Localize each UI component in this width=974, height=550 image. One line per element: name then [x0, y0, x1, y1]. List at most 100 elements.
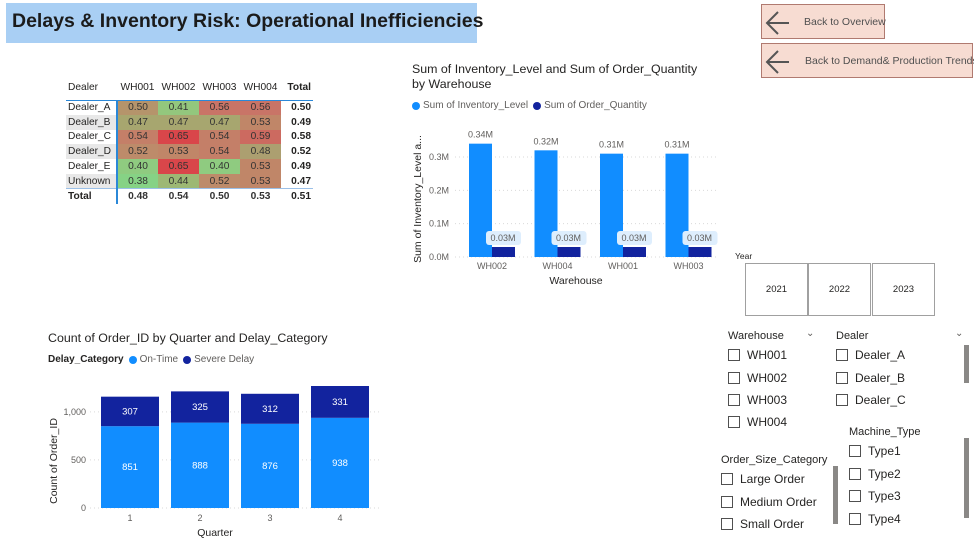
matrix-row-total[interactable]: 0.58: [291, 131, 311, 143]
matrix-cell[interactable]: 0.44: [158, 173, 199, 189]
order-size-option-large[interactable]: Large Order: [721, 472, 805, 486]
on-time-bar[interactable]: [171, 422, 229, 508]
back-to-overview-button[interactable]: Back to Overview: [761, 4, 886, 39]
matrix-total-cell[interactable]: 0.50: [199, 188, 240, 204]
matrix-cell[interactable]: 0.56: [199, 99, 240, 115]
severe-delay-bar[interactable]: [241, 393, 299, 424]
order-size-scrollbar[interactable]: [833, 466, 838, 524]
checkbox[interactable]: [721, 496, 733, 508]
machine-type-option-4[interactable]: Type4: [849, 512, 901, 526]
inventory-bar[interactable]: [665, 153, 689, 257]
severe-delay-bar[interactable]: [171, 391, 229, 423]
checkbox[interactable]: [849, 468, 861, 480]
matrix-cell[interactable]: 0.47: [116, 114, 158, 130]
checkbox[interactable]: [728, 394, 740, 406]
matrix-grand-total[interactable]: 0.51: [281, 188, 313, 204]
matrix-header-wh004[interactable]: WH004: [243, 82, 278, 93]
matrix-header-wh003[interactable]: WH003: [202, 82, 237, 93]
on-time-bar[interactable]: [101, 426, 159, 508]
matrix-cell[interactable]: 0.65: [158, 129, 199, 145]
warehouse-option-wh001[interactable]: WH001: [728, 348, 787, 362]
dealer-scrollbar[interactable]: [964, 345, 969, 383]
on-time-bar[interactable]: [241, 423, 299, 508]
matrix-cell[interactable]: 0.54: [199, 144, 240, 160]
matrix-cell[interactable]: 0.53: [240, 114, 281, 130]
matrix-cell[interactable]: 0.50: [116, 99, 158, 115]
checkbox[interactable]: [728, 372, 740, 384]
order-qty-bar[interactable]: [688, 247, 712, 257]
order-qty-bar[interactable]: [557, 247, 581, 257]
order-qty-bar[interactable]: [623, 247, 646, 257]
matrix-row-total[interactable]: 0.47: [291, 175, 311, 187]
matrix-cell[interactable]: 0.54: [199, 129, 240, 145]
inventory-bar[interactable]: [469, 143, 492, 257]
dealer-option-a[interactable]: Dealer_A: [836, 348, 905, 362]
matrix-row-total[interactable]: 0.49: [291, 116, 311, 128]
order-size-option-small[interactable]: Small Order: [721, 517, 804, 531]
matrix-row-total[interactable]: 0.50: [281, 99, 313, 115]
legend-item-on-time[interactable]: On-Time: [128, 354, 178, 365]
machine-type-option-2[interactable]: Type2: [849, 467, 901, 481]
matrix-cell[interactable]: 0.65: [158, 159, 199, 174]
matrix-row-label[interactable]: Dealer_D: [66, 144, 117, 160]
machine-type-scrollbar[interactable]: [964, 438, 969, 518]
matrix-cell[interactable]: 0.53: [240, 173, 281, 189]
inventory-bar[interactable]: [600, 153, 623, 257]
warehouse-option-wh002[interactable]: WH002: [728, 371, 787, 385]
matrix-total-cell[interactable]: 0.48: [116, 188, 158, 204]
back-to-demand-button[interactable]: Back to Demand& Production Trends: [761, 43, 974, 78]
legend-item-order-qty[interactable]: Sum of Order_Quantity: [533, 100, 647, 111]
year-tile-2023[interactable]: 2023: [872, 263, 935, 316]
matrix-cell[interactable]: 0.47: [158, 114, 199, 130]
chevron-down-icon[interactable]: ⌄: [806, 328, 815, 339]
matrix-cell[interactable]: 0.52: [199, 173, 240, 189]
matrix-header-dealer[interactable]: Dealer: [68, 82, 99, 93]
chevron-down-icon[interactable]: ⌄: [955, 328, 964, 339]
warehouse-option-wh003[interactable]: WH003: [728, 393, 787, 407]
matrix-row-total[interactable]: 0.52: [291, 146, 311, 158]
severe-delay-bar[interactable]: [101, 396, 159, 427]
order-qty-bar[interactable]: [492, 247, 515, 257]
matrix-cell[interactable]: 0.48: [240, 144, 281, 160]
matrix-cell[interactable]: 0.53: [240, 159, 281, 174]
matrix-row-label[interactable]: Dealer_C: [66, 129, 117, 145]
matrix-header-wh002[interactable]: WH002: [161, 82, 196, 93]
dealer-option-c[interactable]: Dealer_C: [836, 393, 906, 407]
matrix-cell[interactable]: 0.41: [158, 99, 199, 115]
matrix-row-label[interactable]: Dealer_A: [66, 99, 117, 115]
checkbox[interactable]: [836, 394, 848, 406]
matrix-row-label[interactable]: Unknown: [66, 173, 117, 189]
year-tile-2021[interactable]: 2021: [745, 263, 808, 316]
warehouse-option-wh004[interactable]: WH004: [728, 415, 787, 429]
legend-item-severe-delay[interactable]: Severe Delay: [183, 354, 254, 365]
inventory-bar[interactable]: [534, 150, 558, 257]
year-tile-2022[interactable]: 2022: [808, 263, 871, 316]
machine-type-option-3[interactable]: Type3: [849, 489, 901, 503]
checkbox[interactable]: [728, 416, 740, 428]
matrix-row-label[interactable]: Dealer_E: [66, 159, 117, 174]
matrix-cell[interactable]: 0.54: [116, 129, 158, 145]
checkbox[interactable]: [849, 490, 861, 502]
checkbox[interactable]: [849, 513, 861, 525]
matrix-row-total[interactable]: 0.49: [291, 161, 311, 173]
order-size-option-medium[interactable]: Medium Order: [721, 495, 817, 509]
checkbox[interactable]: [721, 473, 733, 485]
matrix-cell[interactable]: 0.56: [240, 99, 281, 115]
matrix-header-wh001[interactable]: WH001: [120, 82, 155, 93]
matrix-cell[interactable]: 0.40: [116, 159, 158, 174]
dealer-option-b[interactable]: Dealer_B: [836, 371, 905, 385]
matrix-header-total[interactable]: Total: [287, 82, 311, 93]
checkbox[interactable]: [849, 445, 861, 457]
matrix-cell[interactable]: 0.53: [158, 144, 199, 160]
matrix-total-cell[interactable]: 0.54: [158, 188, 199, 204]
checkbox[interactable]: [721, 518, 733, 530]
on-time-bar[interactable]: [311, 417, 369, 508]
legend-item-inventory[interactable]: Sum of Inventory_Level: [412, 100, 528, 111]
severe-delay-bar[interactable]: [311, 386, 369, 418]
machine-type-option-1[interactable]: Type1: [849, 444, 901, 458]
checkbox[interactable]: [836, 372, 848, 384]
matrix-total-cell[interactable]: 0.53: [240, 188, 281, 204]
matrix-cell[interactable]: 0.52: [116, 144, 158, 160]
matrix-cell[interactable]: 0.40: [199, 159, 240, 174]
matrix-cell[interactable]: 0.38: [116, 173, 158, 189]
